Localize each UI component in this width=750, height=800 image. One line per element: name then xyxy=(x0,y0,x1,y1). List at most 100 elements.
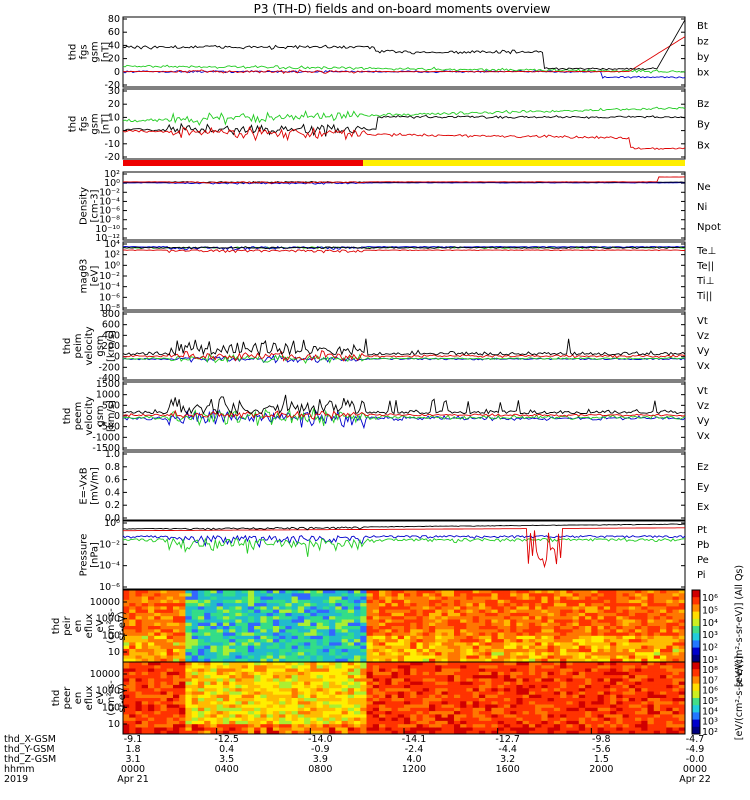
spectrogram-cell xyxy=(397,635,405,640)
spectrogram-cell xyxy=(297,603,305,607)
spectrogram-cell xyxy=(597,655,605,660)
spectrogram-cell xyxy=(666,724,673,728)
spectrogram-cell xyxy=(666,668,673,673)
spectrogram-cell xyxy=(173,590,180,594)
spectrogram-cell xyxy=(397,655,405,660)
spectrogram-cell xyxy=(160,711,168,715)
spectrogram-cell xyxy=(329,681,336,686)
spectrogram-cell xyxy=(678,714,686,719)
spectrogram-cell xyxy=(247,609,255,614)
spectrogram-cell xyxy=(148,596,155,601)
spectrogram-cell xyxy=(272,635,280,640)
spectrogram-cell xyxy=(123,681,130,686)
spectrogram-cell xyxy=(478,701,486,706)
spectrogram-cell xyxy=(141,675,149,679)
spectrogram-cell xyxy=(472,684,480,689)
y-axis-label: gsm xyxy=(95,335,106,356)
spectrogram-cell xyxy=(297,671,305,676)
spectrogram-cell xyxy=(528,622,536,627)
spectrogram-cell xyxy=(360,652,367,656)
spectrogram-cell xyxy=(503,684,511,689)
spectrogram-cell xyxy=(372,622,380,627)
time-col-x: -14.0 xyxy=(308,734,333,745)
spectrogram-cell xyxy=(541,668,549,673)
spectrogram-cell xyxy=(397,662,405,666)
spectrogram-cell xyxy=(566,593,574,598)
spectrogram-cell xyxy=(454,675,461,679)
spectrogram-cell xyxy=(522,717,530,722)
spectrogram-cell xyxy=(241,698,249,702)
spectrogram-cell xyxy=(404,642,411,647)
spectrogram-cell xyxy=(460,681,467,686)
spectrogram-cell xyxy=(341,599,349,604)
spectrogram-cell xyxy=(528,730,536,735)
spectrogram-cell xyxy=(235,668,243,673)
spectrogram-cell xyxy=(154,590,161,594)
colorbar-segment xyxy=(692,618,700,627)
spectrogram-cell xyxy=(566,662,574,666)
spectrogram-cell xyxy=(553,730,561,735)
spectrogram-cell xyxy=(647,671,655,676)
spectrogram-cell xyxy=(447,717,455,722)
spectrogram-cell xyxy=(285,648,293,653)
spectrogram-cell xyxy=(385,629,392,634)
spectrogram-cell xyxy=(185,622,193,627)
spectrogram-cell xyxy=(260,658,268,663)
spectrogram-cell xyxy=(622,662,630,666)
spectrogram-cell xyxy=(254,616,261,620)
spectrogram-cell xyxy=(666,645,673,650)
spectrogram-cell xyxy=(179,720,186,725)
spectrogram-cell xyxy=(597,606,605,611)
spectrogram-cell xyxy=(447,590,455,594)
spectrogram-cell xyxy=(572,665,580,670)
spectrogram-cell xyxy=(129,616,136,620)
spectrogram-cell xyxy=(535,635,542,640)
spectrogram-cell xyxy=(578,603,586,607)
spectrogram-cell xyxy=(341,671,349,676)
spectrogram-cell xyxy=(279,652,286,656)
spectrogram-cell xyxy=(503,662,511,666)
spectrogram-cell xyxy=(173,596,180,601)
spectrogram-cell xyxy=(397,681,405,686)
spectrogram-cell xyxy=(391,596,399,601)
spectrogram-cell xyxy=(560,596,567,601)
spectrogram-cell xyxy=(191,639,199,643)
spectrogram-cell xyxy=(173,668,180,673)
spectrogram-cell xyxy=(429,652,436,656)
spectrogram-cell xyxy=(297,609,305,614)
spectrogram-cell xyxy=(472,727,480,732)
spectrogram-cell xyxy=(572,612,580,617)
spectrogram-cell xyxy=(166,724,174,728)
spectrogram-cell xyxy=(322,707,330,712)
spectrogram-cell xyxy=(297,658,305,663)
spectrogram-cell xyxy=(179,698,186,702)
spectrogram-cell xyxy=(285,707,293,712)
spectrogram-cell xyxy=(628,626,636,630)
time-col-z: 3.1 xyxy=(125,754,140,765)
spectrogram-cell xyxy=(597,698,605,702)
spectrogram-cell xyxy=(297,681,305,686)
spectrogram-cell xyxy=(260,668,268,673)
spectrogram-cell xyxy=(560,599,567,604)
y-tick-label: 10⁻² xyxy=(99,539,120,550)
spectrogram-cell xyxy=(547,724,555,728)
spectrogram-cell xyxy=(179,724,186,728)
spectrogram-cell xyxy=(466,599,474,604)
spectrogram-cell xyxy=(391,665,399,670)
spectrogram-cell xyxy=(179,635,186,640)
spectrogram-cell xyxy=(197,599,205,604)
spectrogram-cell xyxy=(566,606,574,611)
spectrogram-cell xyxy=(516,599,524,604)
spectrogram-cell xyxy=(410,691,417,696)
y-axis-label: gsm xyxy=(95,405,106,426)
spectrogram-cell xyxy=(197,694,205,699)
y-axis-label: [nPa] xyxy=(90,542,101,568)
spectrogram-cell xyxy=(254,639,261,643)
spectrogram-cell xyxy=(635,603,642,607)
spectrogram-cell xyxy=(572,639,580,643)
spectrogram-cell xyxy=(129,691,136,696)
spectrogram-cell xyxy=(291,704,299,709)
spectrogram-cell xyxy=(310,662,317,666)
spectrogram-cell xyxy=(678,603,686,607)
spectrogram-cell xyxy=(191,707,199,712)
